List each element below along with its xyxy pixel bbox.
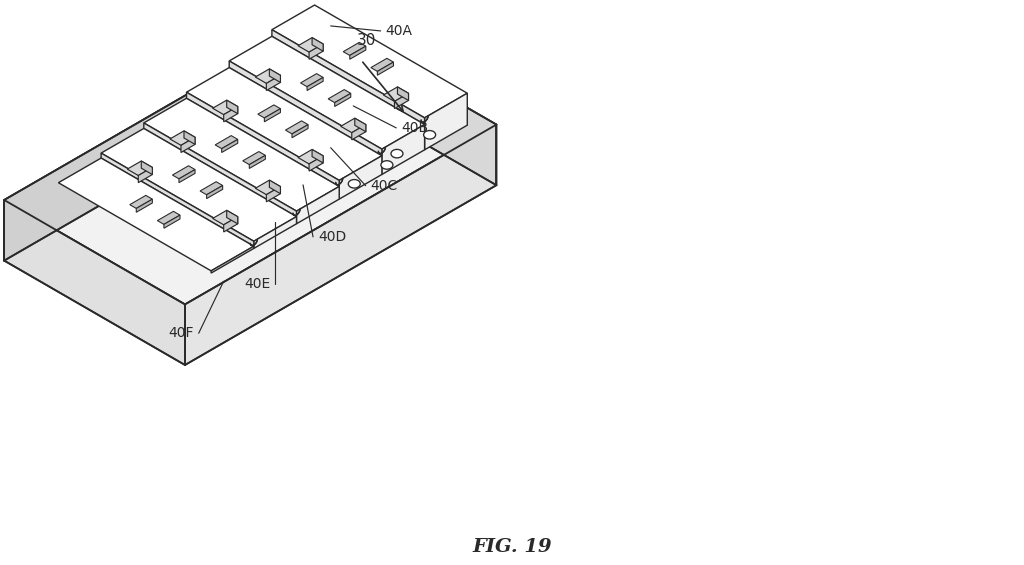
Polygon shape <box>4 20 497 305</box>
Polygon shape <box>213 210 238 225</box>
Polygon shape <box>266 75 281 90</box>
Polygon shape <box>425 93 467 150</box>
Polygon shape <box>207 185 222 199</box>
Ellipse shape <box>348 180 360 188</box>
Polygon shape <box>141 161 153 175</box>
Text: 40D: 40D <box>318 230 346 244</box>
Polygon shape <box>211 246 254 273</box>
Text: 40C: 40C <box>371 179 398 193</box>
Text: FIG. 19: FIG. 19 <box>472 538 552 556</box>
Polygon shape <box>397 87 409 101</box>
Polygon shape <box>394 93 409 108</box>
Polygon shape <box>184 131 195 145</box>
Polygon shape <box>181 137 195 153</box>
Polygon shape <box>272 5 467 118</box>
Polygon shape <box>354 118 366 132</box>
Polygon shape <box>292 125 308 138</box>
Polygon shape <box>136 199 153 212</box>
Polygon shape <box>328 90 351 103</box>
Polygon shape <box>243 151 265 164</box>
Polygon shape <box>383 87 409 102</box>
Polygon shape <box>170 131 195 145</box>
Polygon shape <box>226 100 238 114</box>
Polygon shape <box>226 210 238 224</box>
Polygon shape <box>350 46 366 59</box>
Polygon shape <box>343 42 366 55</box>
Polygon shape <box>298 150 324 164</box>
Polygon shape <box>229 36 425 149</box>
Polygon shape <box>4 20 315 260</box>
Polygon shape <box>4 200 185 365</box>
Polygon shape <box>298 38 324 52</box>
Polygon shape <box>186 68 382 180</box>
Polygon shape <box>309 156 324 171</box>
Ellipse shape <box>424 131 435 139</box>
Polygon shape <box>312 38 324 51</box>
Polygon shape <box>371 58 393 71</box>
Polygon shape <box>297 186 339 224</box>
Polygon shape <box>130 195 153 208</box>
Polygon shape <box>127 161 153 176</box>
Polygon shape <box>269 180 281 194</box>
Polygon shape <box>215 136 238 149</box>
Polygon shape <box>164 215 180 228</box>
Polygon shape <box>143 98 339 211</box>
Polygon shape <box>143 123 297 216</box>
Polygon shape <box>266 186 281 202</box>
Polygon shape <box>255 69 281 84</box>
Polygon shape <box>223 217 238 232</box>
Polygon shape <box>223 107 238 122</box>
Ellipse shape <box>391 149 403 158</box>
Polygon shape <box>269 69 281 82</box>
Polygon shape <box>254 216 297 249</box>
Text: 40F: 40F <box>168 326 194 340</box>
Polygon shape <box>172 166 195 179</box>
Polygon shape <box>312 150 324 163</box>
Polygon shape <box>200 182 222 195</box>
Polygon shape <box>179 170 195 182</box>
Ellipse shape <box>381 160 393 169</box>
Polygon shape <box>264 108 281 122</box>
Polygon shape <box>186 92 339 186</box>
Polygon shape <box>185 125 497 365</box>
Text: 40B: 40B <box>401 121 428 135</box>
Polygon shape <box>382 124 425 175</box>
Polygon shape <box>309 44 324 59</box>
Polygon shape <box>138 167 153 182</box>
Polygon shape <box>258 105 281 118</box>
Text: 40A: 40A <box>386 24 413 38</box>
Polygon shape <box>221 140 238 153</box>
Text: 30: 30 <box>356 33 376 48</box>
Polygon shape <box>249 155 265 168</box>
Polygon shape <box>300 73 324 86</box>
Polygon shape <box>58 158 254 271</box>
Polygon shape <box>339 156 382 199</box>
Polygon shape <box>315 20 497 185</box>
Polygon shape <box>352 124 366 140</box>
Polygon shape <box>286 121 308 134</box>
Polygon shape <box>307 77 324 90</box>
Polygon shape <box>101 153 254 246</box>
Polygon shape <box>272 30 425 124</box>
Polygon shape <box>341 118 366 133</box>
Polygon shape <box>101 128 297 241</box>
Polygon shape <box>158 211 180 224</box>
Polygon shape <box>229 61 382 156</box>
Text: 40E: 40E <box>244 276 270 290</box>
Polygon shape <box>335 93 351 106</box>
Polygon shape <box>255 180 281 195</box>
Polygon shape <box>378 62 393 75</box>
Polygon shape <box>213 100 238 115</box>
